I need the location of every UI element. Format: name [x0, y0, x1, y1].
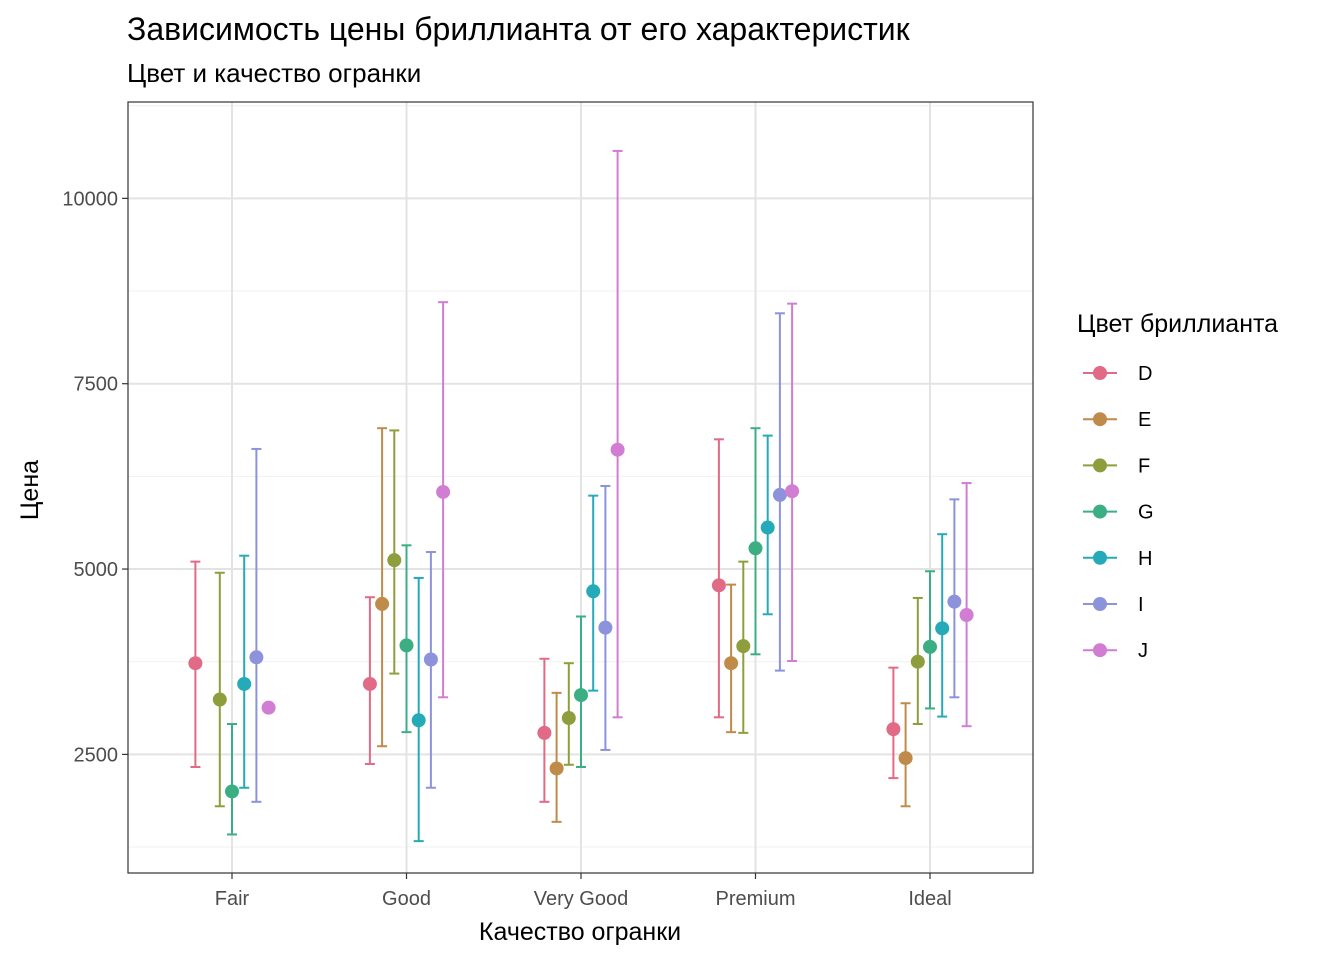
mean-point [537, 725, 552, 740]
y-axis-title: Цена [16, 460, 44, 520]
mean-point [362, 676, 377, 691]
chart-subtitle: Цвет и качество огранки [127, 58, 421, 88]
series-E [375, 427, 913, 823]
x-tick-label: Premium [715, 888, 795, 910]
series-J [261, 149, 974, 728]
legend-key-point [1093, 504, 1107, 519]
legend-label: H [1138, 548, 1152, 570]
legend-label: I [1138, 594, 1144, 616]
mean-point [910, 654, 925, 669]
y-tick-label: 5000 [74, 559, 119, 581]
mean-point [423, 652, 438, 667]
mean-point [561, 711, 576, 726]
data-marks [188, 149, 974, 843]
x-tick-label: Ideal [908, 888, 951, 910]
mean-point [947, 594, 962, 609]
mean-point [261, 700, 276, 715]
legend-key-point [1093, 412, 1107, 427]
x-tick-label: Fair [215, 888, 250, 910]
legend-label: E [1138, 409, 1151, 431]
mean-point [387, 553, 402, 568]
y-tick-label: 2500 [74, 744, 119, 766]
mean-point [188, 656, 203, 671]
legend-key-point [1093, 597, 1107, 611]
mean-point [748, 541, 763, 556]
mean-point [736, 639, 751, 654]
series-D [188, 438, 901, 803]
legend-key-G [1083, 504, 1117, 519]
mean-point [598, 620, 613, 635]
mean-point [375, 596, 390, 611]
x-tick-label: Very Good [534, 888, 629, 910]
mean-point [212, 692, 227, 707]
mean-point [225, 784, 239, 799]
y-tick-label: 7500 [74, 374, 119, 396]
legend-label: J [1138, 640, 1148, 662]
series-H [237, 434, 950, 843]
mean-point [237, 676, 252, 691]
legend-key-F [1083, 458, 1117, 473]
legend-key-J [1083, 643, 1117, 658]
mean-point [586, 584, 601, 599]
mean-point [399, 638, 414, 653]
chart-title: Зависимость цены бриллианта от его харак… [127, 11, 911, 47]
mean-point [574, 688, 588, 703]
mean-point [610, 442, 625, 457]
series-I [249, 312, 962, 803]
mean-point [724, 656, 739, 671]
legend-key-H [1083, 550, 1117, 565]
mean-point [886, 722, 901, 737]
legend-key-point [1093, 643, 1107, 658]
legend-key-I [1083, 597, 1117, 611]
mean-point [959, 608, 974, 623]
legend-key-point [1093, 550, 1107, 565]
series-G [225, 427, 937, 836]
legend-key-D [1083, 366, 1117, 380]
legend-key-E [1083, 412, 1117, 427]
mean-point [411, 713, 426, 728]
mean-point [760, 520, 775, 535]
legend-title: Цвет бриллианта [1077, 310, 1278, 338]
mean-point [249, 650, 264, 665]
mean-point [898, 751, 913, 766]
x-axis-title: Качество огранки [479, 918, 681, 946]
legend-key-point [1093, 366, 1107, 380]
y-tick-label: 10000 [62, 188, 118, 210]
mean-point [923, 639, 937, 654]
legend: Цвет бриллианта D E F G H I J [1077, 310, 1278, 662]
mean-point [785, 484, 800, 499]
mean-point [935, 621, 950, 636]
legend-key-point [1093, 458, 1107, 473]
mean-point [772, 487, 787, 502]
series-F [212, 429, 925, 808]
axes: 2500 5000 7500 10000 Fair Good Very Good Premiu… [62, 188, 951, 910]
mean-point [711, 578, 726, 593]
legend-label: G [1138, 502, 1154, 524]
mean-point [436, 484, 451, 499]
mean-point [549, 761, 564, 776]
x-tick-label: Good [382, 888, 431, 910]
legend-label: F [1138, 455, 1150, 477]
legend-label: D [1138, 363, 1152, 385]
